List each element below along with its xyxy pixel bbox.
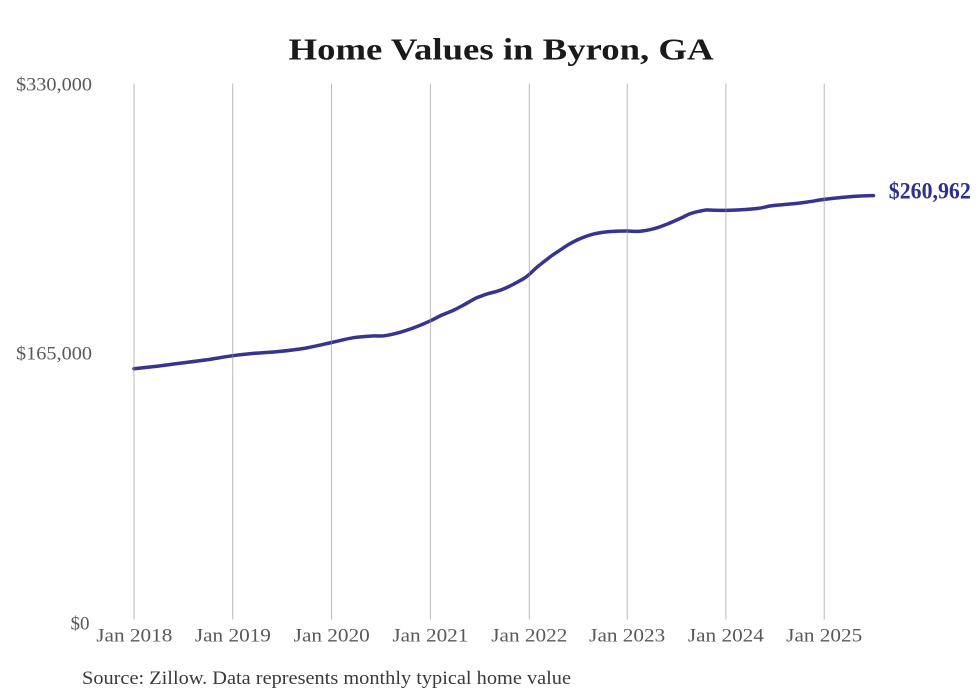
svg-text:Jan 2025: Jan 2025 [786,626,862,647]
svg-text:Jan 2023: Jan 2023 [589,626,665,647]
svg-text:Jan 2020: Jan 2020 [294,626,370,647]
svg-text:Jan 2019: Jan 2019 [195,626,271,647]
svg-text:$330,000: $330,000 [16,75,92,96]
svg-text:$260,962: $260,962 [889,179,971,204]
svg-text:Jan 2024: Jan 2024 [688,626,765,647]
svg-text:Jan 2021: Jan 2021 [392,626,468,647]
svg-text:Jan 2018: Jan 2018 [96,626,172,647]
svg-text:Jan 2022: Jan 2022 [491,626,567,647]
svg-text:Source: Zillow. Data represent: Source: Zillow. Data represents monthly … [82,668,571,689]
svg-text:$0: $0 [71,613,90,634]
svg-text:$165,000: $165,000 [16,343,92,364]
svg-text:Home Values in Byron, GA: Home Values in Byron, GA [289,31,715,66]
